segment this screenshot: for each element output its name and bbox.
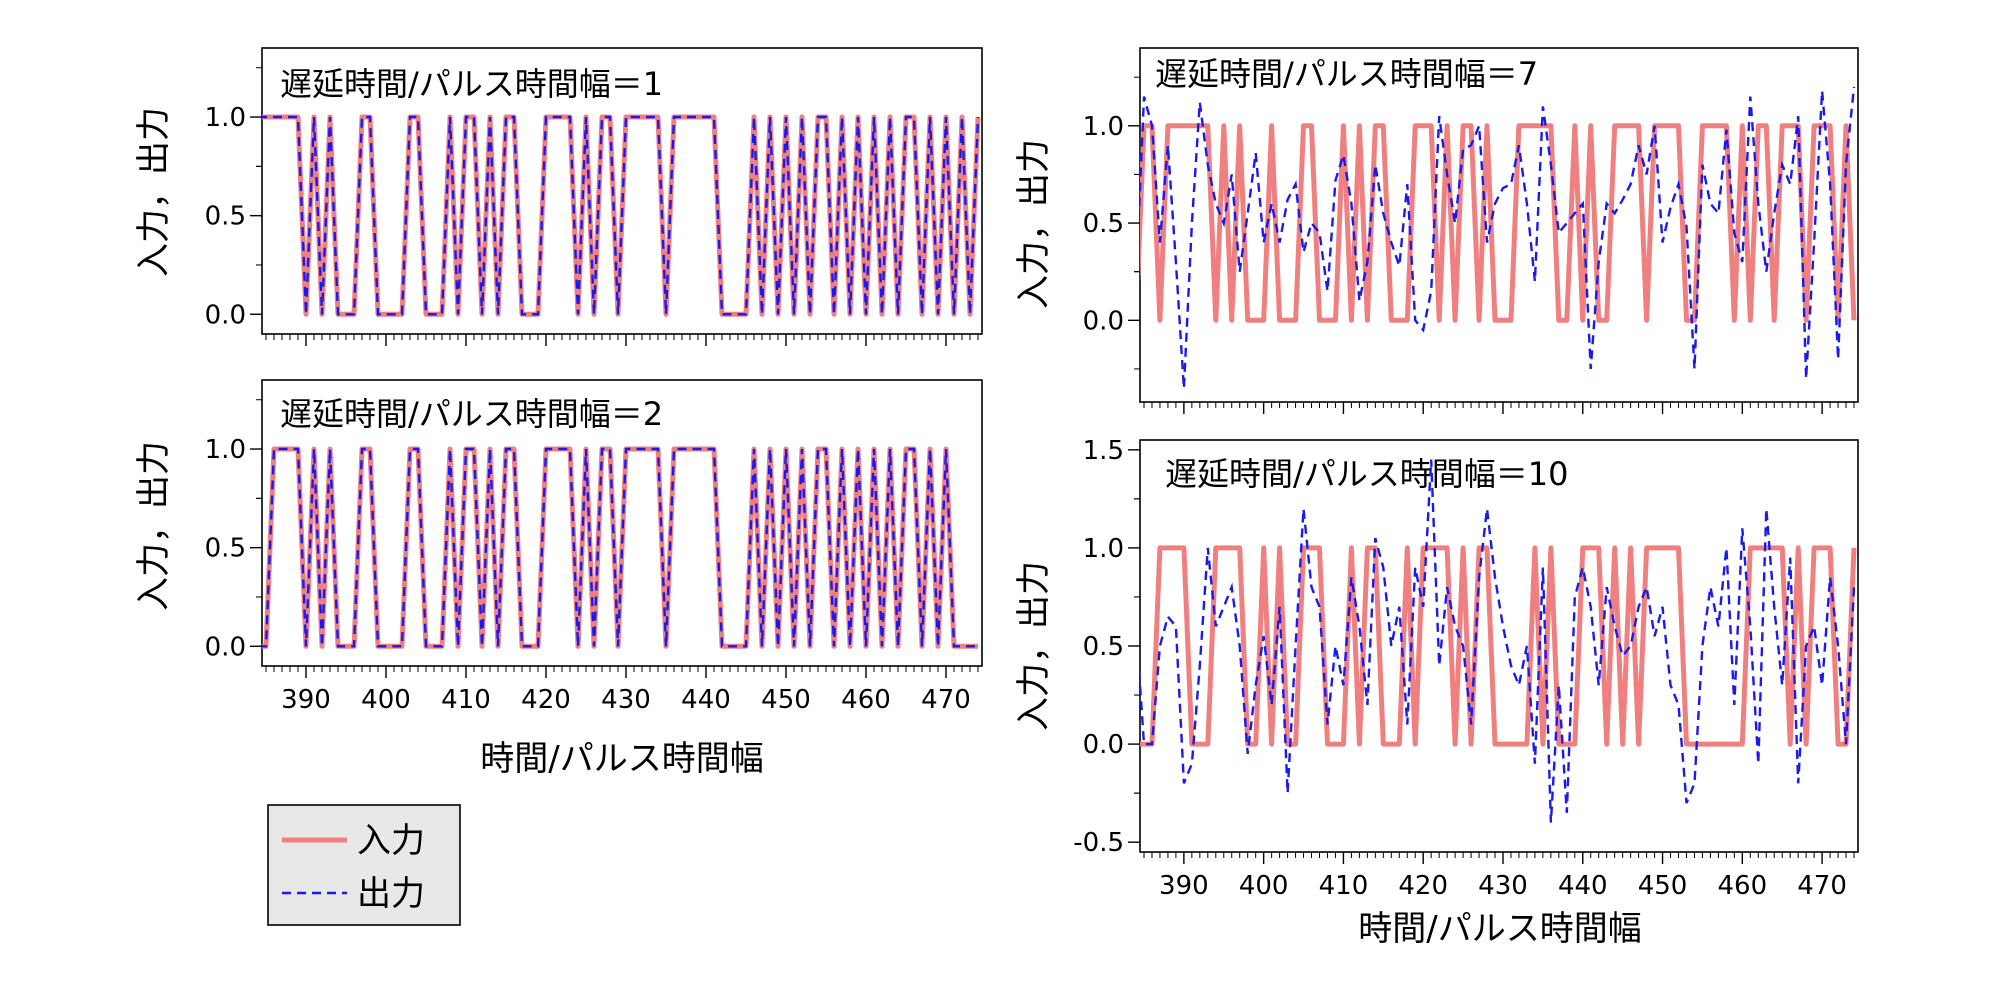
panel-delay-2: 遅延時間/パルス時間幅＝2 入力，出力 時間/パルス時間幅 0.00.51.0 … xyxy=(134,379,983,779)
plot-frame xyxy=(261,379,983,667)
x-tick-label: 450 xyxy=(1638,871,1688,901)
y-tick-label: 0.0 xyxy=(205,300,246,330)
plot-series xyxy=(1140,86,1857,389)
output-series-line xyxy=(262,447,978,648)
x-tick-label: 430 xyxy=(601,685,651,715)
x-ticks xyxy=(265,334,979,346)
legend: 入力 出力 xyxy=(267,804,461,926)
y-tick-label: 0.0 xyxy=(1083,306,1124,336)
y-ticks: 0.0 0.5 1.0 xyxy=(205,67,262,330)
y-axis-label: 入力，出力 xyxy=(134,441,174,611)
y-ticks: 0.0 0.5 1.0 xyxy=(1083,76,1140,370)
y-tick-label: 0.5 xyxy=(1083,209,1124,239)
x-tick-label: 460 xyxy=(841,685,891,715)
panel-title: 遅延時間/パルス時間幅＝10 xyxy=(1165,455,1569,493)
x-tick-label: 390 xyxy=(281,685,331,715)
x-ticks: 390 400 410 420 430 440 450 460 470 xyxy=(1143,852,1855,901)
y-axis-label: 入力，出力 xyxy=(134,107,174,277)
y-tick-label: 0.0 xyxy=(1083,730,1124,760)
input-series-line xyxy=(262,114,981,317)
panel-delay-10: 遅延時間/パルス時間幅＝10 入力，出力 時間/パルス時間幅 -0.5 0.0 0.… xyxy=(1014,436,1859,949)
y-ticks: -0.5 0.0 0.5 1.0 1.5 xyxy=(1073,436,1140,858)
x-ticks: 390 400 410 420 430 440 450 460 470 xyxy=(265,666,979,715)
plot-series xyxy=(1140,459,1857,823)
y-tick-label: 1.0 xyxy=(205,435,246,465)
x-axis-label: 時間/パルス時間幅 xyxy=(1358,909,1641,949)
x-tick-label: 430 xyxy=(1478,871,1528,901)
y-tick-label: 1.0 xyxy=(205,103,246,133)
y-tick-label: 0.5 xyxy=(205,202,246,232)
y-tick-label: -0.5 xyxy=(1073,828,1124,858)
x-tick-label: 470 xyxy=(1797,871,1847,901)
y-axis-label: 入力，出力 xyxy=(1014,139,1054,309)
plot-series xyxy=(262,446,978,649)
y-tick-label: 1.5 xyxy=(1083,436,1124,466)
x-tick-label: 410 xyxy=(441,685,491,715)
y-tick-label: 0.5 xyxy=(205,534,246,564)
x-tick-label: 450 xyxy=(761,685,811,715)
plot-frame xyxy=(261,47,983,335)
output-series-line xyxy=(1140,86,1856,389)
input-series-line xyxy=(1140,123,1857,323)
x-tick-label: 410 xyxy=(1319,871,1369,901)
output-series-line xyxy=(1140,459,1856,823)
y-tick-label: 1.0 xyxy=(1083,112,1124,142)
y-axis-label: 入力，出力 xyxy=(1014,561,1054,731)
x-tick-label: 460 xyxy=(1718,871,1768,901)
x-tick-label: 420 xyxy=(521,685,571,715)
panel-delay-7: 遅延時間/パルス時間幅＝7 入力，出力 0.0 0.5 1.0 xyxy=(1014,47,1859,414)
x-axis-label: 時間/パルス時間幅 xyxy=(480,739,763,779)
x-tick-label: 400 xyxy=(1239,871,1289,901)
y-tick-label: 0.0 xyxy=(205,632,246,662)
x-tick-label: 390 xyxy=(1159,871,1209,901)
y-tick-label: 1.0 xyxy=(1083,534,1124,564)
x-tick-label: 470 xyxy=(921,685,971,715)
x-tick-label: 420 xyxy=(1398,871,1448,901)
panel-title: 遅延時間/パルス時間幅＝2 xyxy=(280,395,663,433)
input-series-line xyxy=(1140,545,1857,747)
x-tick-label: 440 xyxy=(681,685,731,715)
panel-title: 遅延時間/パルス時間幅＝1 xyxy=(280,65,663,103)
legend-output-label: 出力 xyxy=(357,874,425,914)
y-ticks: 0.0 0.5 1.0 xyxy=(205,399,262,662)
x-tick-label: 440 xyxy=(1558,871,1608,901)
plot-frame xyxy=(1139,439,1859,853)
panel-title: 遅延時間/パルス時間幅＝7 xyxy=(1155,55,1538,93)
x-ticks xyxy=(1143,402,1855,414)
panel-delay-1: 遅延時間/パルス時間幅＝1 入力，出力 0.0 0.5 1.0 xyxy=(134,47,983,346)
y-tick-label: 0.5 xyxy=(1083,632,1124,662)
legend-box xyxy=(267,804,461,926)
plot-series xyxy=(262,114,981,317)
legend-input-label: 入力 xyxy=(357,821,425,861)
x-tick-label: 400 xyxy=(361,685,411,715)
